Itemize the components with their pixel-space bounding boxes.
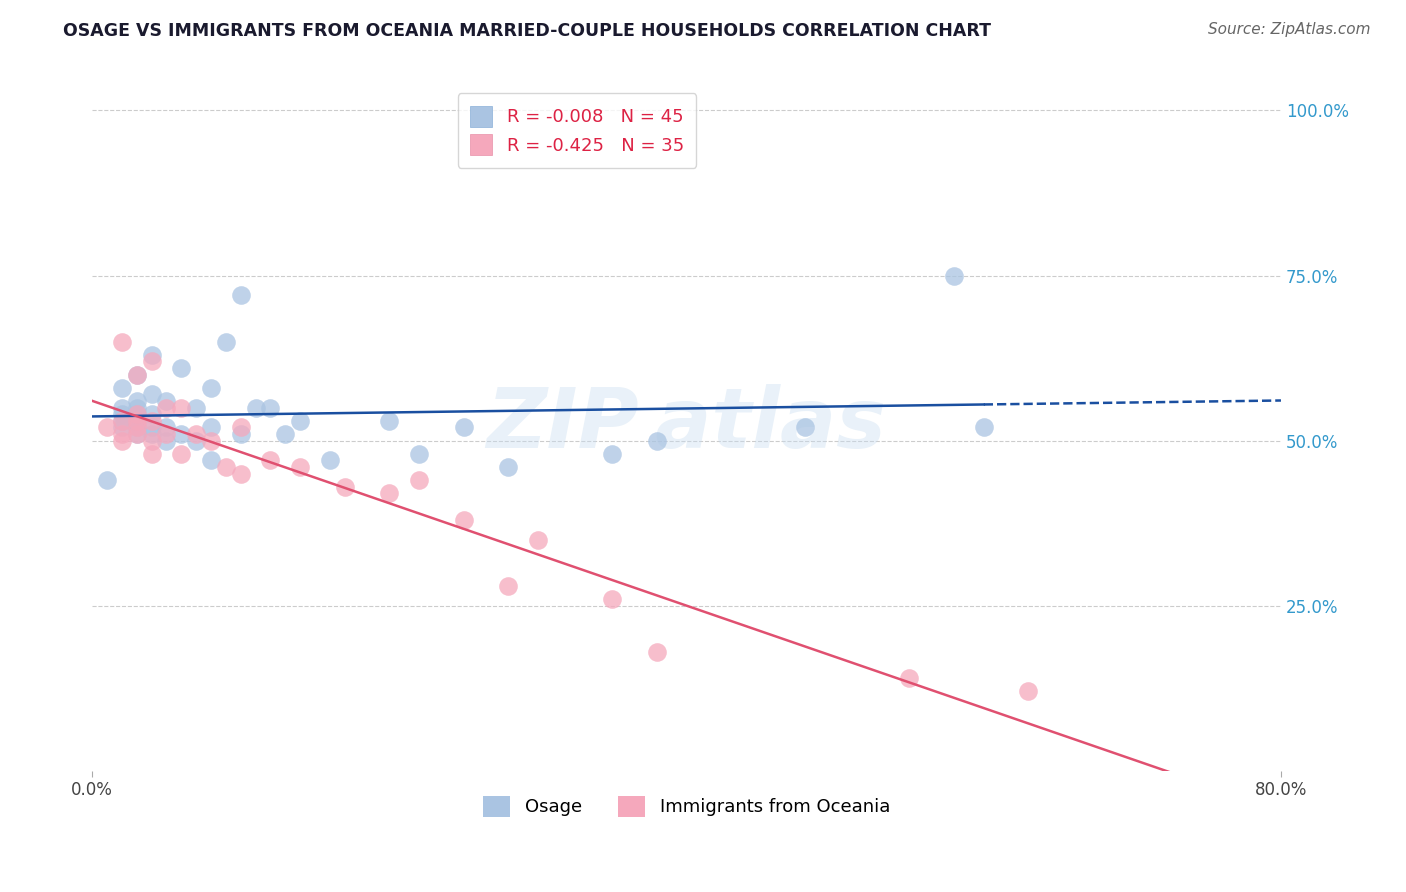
- Point: [259, 401, 281, 415]
- Point: [200, 453, 222, 467]
- Text: ZIP atlas: ZIP atlas: [486, 384, 887, 465]
- Point: [496, 579, 519, 593]
- Point: [794, 420, 817, 434]
- Point: [274, 427, 297, 442]
- Point: [170, 360, 193, 375]
- Point: [125, 407, 148, 421]
- Point: [125, 414, 148, 428]
- Point: [170, 401, 193, 415]
- Point: [111, 420, 134, 434]
- Point: [229, 288, 252, 302]
- Point: [125, 394, 148, 409]
- Point: [453, 420, 475, 434]
- Point: [141, 348, 163, 362]
- Point: [645, 434, 668, 448]
- Point: [378, 414, 401, 428]
- Point: [125, 420, 148, 434]
- Point: [215, 460, 238, 475]
- Point: [527, 533, 550, 547]
- Point: [111, 381, 134, 395]
- Point: [186, 434, 208, 448]
- Point: [496, 460, 519, 475]
- Point: [170, 447, 193, 461]
- Point: [141, 407, 163, 421]
- Point: [141, 387, 163, 401]
- Point: [200, 434, 222, 448]
- Point: [290, 460, 312, 475]
- Point: [96, 420, 118, 434]
- Point: [155, 401, 177, 415]
- Point: [229, 467, 252, 481]
- Point: [600, 592, 623, 607]
- Point: [111, 407, 134, 421]
- Point: [898, 671, 921, 685]
- Point: [96, 473, 118, 487]
- Point: [259, 453, 281, 467]
- Point: [155, 394, 177, 409]
- Point: [245, 401, 267, 415]
- Point: [125, 407, 148, 421]
- Point: [408, 473, 430, 487]
- Point: [453, 513, 475, 527]
- Point: [186, 427, 208, 442]
- Point: [200, 420, 222, 434]
- Point: [408, 447, 430, 461]
- Point: [141, 354, 163, 368]
- Point: [1017, 684, 1039, 698]
- Point: [125, 368, 148, 382]
- Point: [378, 486, 401, 500]
- Text: Source: ZipAtlas.com: Source: ZipAtlas.com: [1208, 22, 1371, 37]
- Point: [125, 420, 148, 434]
- Point: [155, 434, 177, 448]
- Point: [229, 427, 252, 442]
- Point: [333, 480, 356, 494]
- Point: [125, 401, 148, 415]
- Point: [111, 434, 134, 448]
- Point: [155, 427, 177, 442]
- Point: [111, 334, 134, 349]
- Point: [141, 420, 163, 434]
- Point: [319, 453, 342, 467]
- Point: [170, 427, 193, 442]
- Point: [943, 268, 966, 283]
- Point: [200, 381, 222, 395]
- Point: [141, 414, 163, 428]
- Point: [215, 334, 238, 349]
- Point: [141, 434, 163, 448]
- Point: [125, 427, 148, 442]
- Point: [290, 414, 312, 428]
- Point: [155, 420, 177, 434]
- Point: [645, 645, 668, 659]
- Point: [141, 447, 163, 461]
- Point: [111, 401, 134, 415]
- Point: [973, 420, 995, 434]
- Point: [186, 401, 208, 415]
- Point: [125, 414, 148, 428]
- Text: OSAGE VS IMMIGRANTS FROM OCEANIA MARRIED-COUPLE HOUSEHOLDS CORRELATION CHART: OSAGE VS IMMIGRANTS FROM OCEANIA MARRIED…: [63, 22, 991, 40]
- Point: [125, 368, 148, 382]
- Point: [111, 427, 134, 442]
- Legend: Osage, Immigrants from Oceania: Osage, Immigrants from Oceania: [477, 789, 897, 824]
- Point: [111, 414, 134, 428]
- Point: [125, 427, 148, 442]
- Point: [229, 420, 252, 434]
- Point: [141, 427, 163, 442]
- Point: [600, 447, 623, 461]
- Point: [111, 414, 134, 428]
